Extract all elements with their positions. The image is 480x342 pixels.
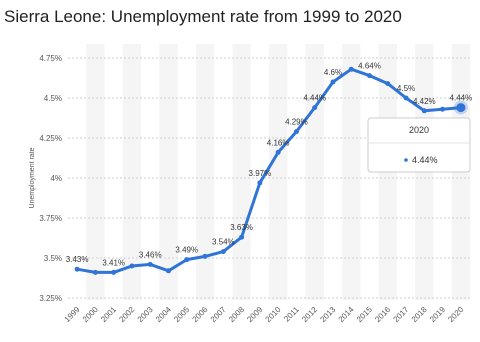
line [76,67,461,274]
x-tick-label: 2002 [117,305,136,324]
point [456,103,466,113]
point [184,257,190,263]
tooltip: 2020 4.44% [367,117,471,173]
tooltip-marker [404,158,408,162]
x-tick-label: 2020 [446,305,465,324]
y-tick-label: 3.75% [39,214,62,223]
y-tick-label: 4.25% [39,134,62,143]
point [330,79,336,85]
point [293,129,299,135]
point [239,234,245,240]
column-band [122,44,142,300]
value-label: 4.5% [397,84,415,93]
value-label: 3.41% [102,258,125,267]
point [312,105,318,111]
point [403,95,409,101]
x-tick-label: 2008 [227,305,246,324]
column-band [305,44,324,300]
value-label: 3.97% [249,169,272,178]
value-label: 4.42% [413,97,436,106]
x-tick-label: 2016 [373,305,392,324]
value-label: 3.49% [175,246,198,255]
x-tick-label: 2007 [209,305,228,324]
x-tick-label: 2013 [318,305,337,324]
value-label: 3.63% [230,223,253,232]
x-tick-label: 2001 [99,305,118,324]
point [385,81,391,87]
column-band [269,44,288,300]
column-band [159,44,178,300]
x-tick-label: 2009 [245,305,264,324]
y-tick-label: 4% [50,174,62,183]
x-tick-label: 2003 [136,305,155,324]
value-label: 4.44% [303,94,326,103]
tooltip-title: 2020 [409,125,429,135]
x-tick-label: 2006 [191,305,210,324]
x-tick-label: 2010 [264,305,283,324]
chart-title: Sierra Leone: Unemployment rate from 199… [4,7,402,26]
x-tick-label: 2004 [154,305,173,324]
y-axis-label: Unemployment rate [29,147,36,208]
value-label: 4.16% [267,138,290,147]
x-tick-label: 2012 [300,305,319,324]
x-tick-label: 2011 [282,305,301,324]
x-tick-label: 2017 [392,305,411,324]
column-band [86,44,105,300]
point [275,149,281,155]
point [166,268,171,274]
point [129,263,135,269]
column-band [232,44,251,300]
point [147,261,153,267]
point [348,66,354,72]
value-label: 4.64% [358,62,381,71]
value-label: 4.44% [450,94,473,103]
y-tick-label: 3.5% [44,254,62,263]
point [92,269,98,275]
value-label: 4.29% [285,118,308,127]
x-tick-label: 1999 [63,305,82,324]
value-label: 4.6% [324,68,342,77]
point [257,180,263,186]
x-tick-label: 2015 [355,305,374,324]
column-band [342,44,361,300]
x-tick-label: 2019 [428,305,447,324]
tooltip-box [367,117,471,173]
column-band [195,44,215,300]
point [111,269,117,275]
x-tick-label: 2014 [337,305,356,324]
y-tick-label: 3.25% [39,294,62,303]
value-label: 3.46% [139,250,162,259]
point [202,253,208,259]
point [367,73,372,79]
value-label: 3.43% [66,255,89,264]
x-tick-label: 2000 [81,305,100,324]
value-label: 3.54% [212,238,235,247]
point [220,249,226,255]
x-tick-label: 2005 [172,305,191,324]
point [421,108,427,114]
y-tick-label: 4.75% [39,54,62,63]
tooltip-value: 4.44% [412,155,438,165]
point [440,106,446,112]
point [74,266,80,272]
y-tick-label: 4.5% [44,94,62,103]
x-tick-label: 2018 [410,305,429,324]
